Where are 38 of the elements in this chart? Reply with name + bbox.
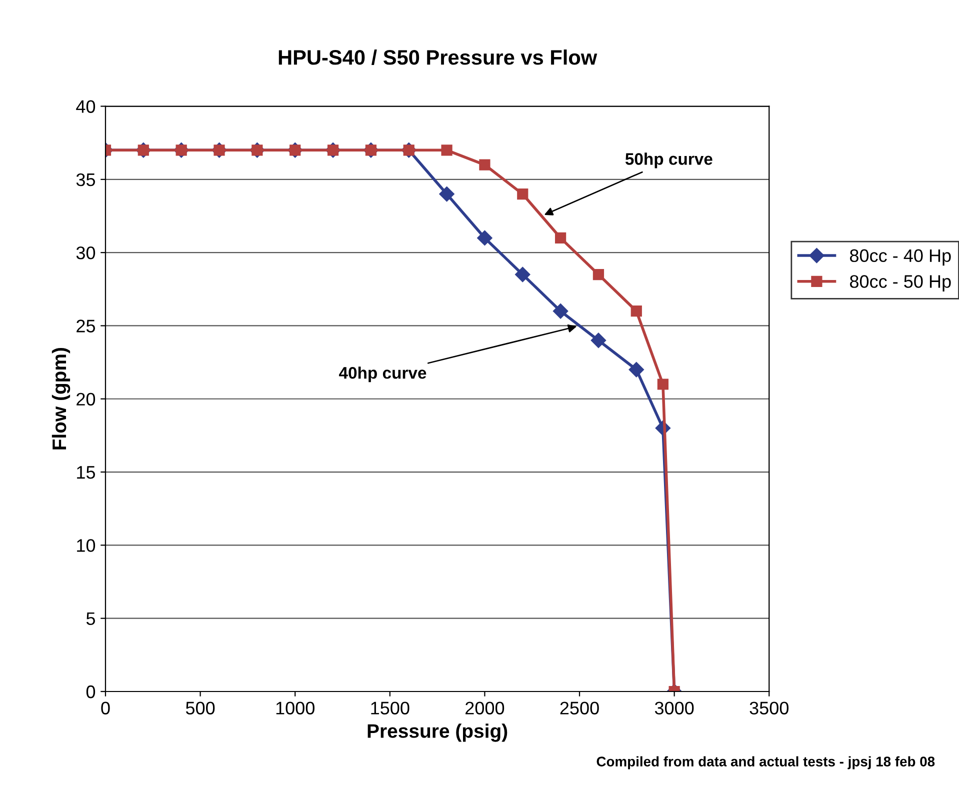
legend-label: 80cc - 40 Hp — [850, 249, 951, 266]
legend-label: 80cc - 50 Hp — [850, 275, 951, 292]
x-tick-label: 1000 — [276, 702, 314, 714]
point — [517, 188, 528, 200]
x-tick-label: 3000 — [654, 702, 694, 714]
point — [590, 332, 606, 348]
x-axis-title: Pressure (psig) — [368, 724, 508, 742]
point — [439, 186, 454, 202]
point — [552, 304, 568, 319]
y-tick-label: 30 — [76, 246, 96, 260]
y-tick-label: 0 — [86, 685, 96, 698]
y-tick-label: 10 — [77, 539, 96, 552]
y-axis-title: Flow (gpm) — [52, 348, 70, 450]
annotation: 40hp curve — [338, 366, 426, 382]
y-tick-label: 25 — [76, 320, 96, 332]
chart-title: HPU-S40 / S50 Pressure vs Flow — [278, 50, 598, 66]
point — [630, 306, 642, 317]
x-tick-label: 2000 — [466, 702, 504, 714]
point — [554, 232, 566, 244]
x-tick-label: 1500 — [371, 702, 410, 714]
x-tick-label: 2500 — [560, 702, 599, 714]
point — [657, 378, 668, 390]
point — [515, 266, 530, 282]
point — [628, 362, 644, 378]
y-tick-label: 40 — [76, 100, 96, 113]
y-tick-label: 5 — [86, 612, 96, 626]
x-tick-label: 3500 — [750, 702, 788, 714]
point — [441, 144, 452, 156]
y-tick-label: 20 — [76, 392, 96, 406]
y-tick-label: 35 — [76, 173, 96, 186]
point — [592, 268, 604, 280]
annotation: 50hp curve — [625, 152, 712, 168]
point — [477, 230, 492, 246]
text: Compiled from data and actual tests - jpsj 18 feb 08 — [596, 756, 935, 770]
point — [479, 159, 490, 170]
x-tick-label: 0 — [101, 702, 110, 714]
y-tick-label: 15 — [77, 466, 96, 479]
x-tick-label: 500 — [186, 702, 215, 714]
